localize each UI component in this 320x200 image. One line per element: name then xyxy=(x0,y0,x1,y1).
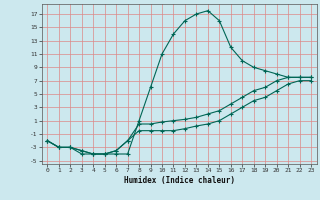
X-axis label: Humidex (Indice chaleur): Humidex (Indice chaleur) xyxy=(124,176,235,185)
